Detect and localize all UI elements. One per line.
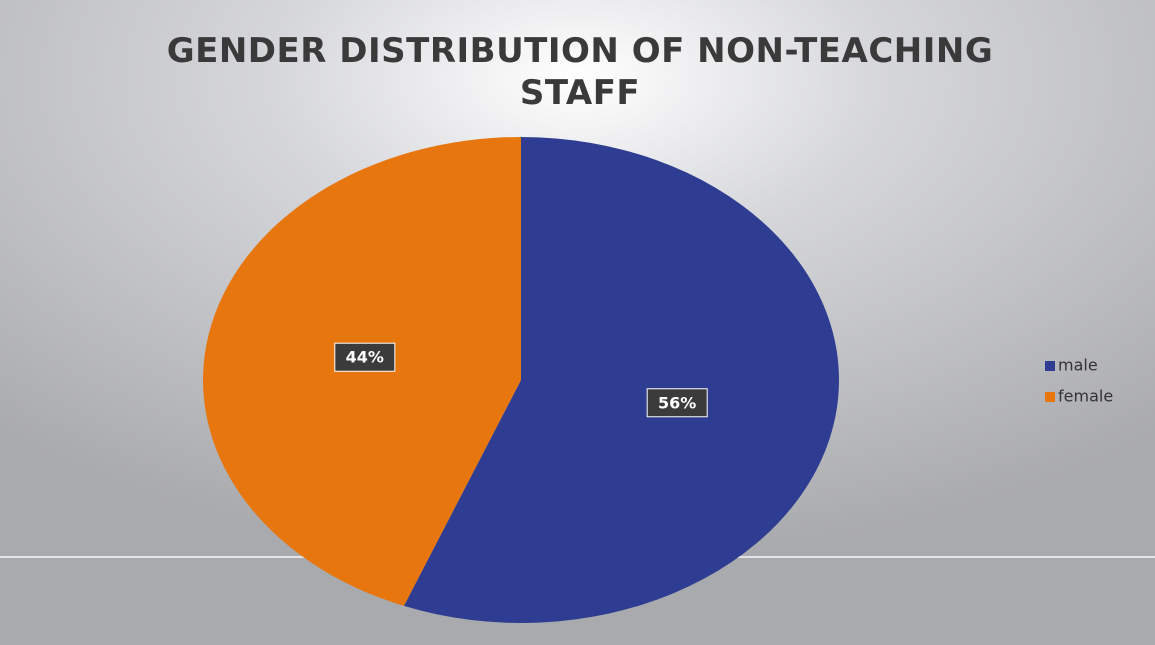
- data-label-box: [646, 388, 708, 418]
- data-label-box: [334, 342, 396, 372]
- legend-swatch: [1045, 392, 1055, 402]
- legend-swatch: [1045, 361, 1055, 371]
- legend-label: male: [1058, 356, 1098, 375]
- legend-label: female: [1058, 387, 1113, 406]
- data-label: 56%: [658, 393, 696, 412]
- chart-title: GENDER DISTRIBUTION OF NON-TEACHING STAF…: [166, 31, 994, 113]
- data-label-group: 44%: [334, 342, 396, 372]
- data-label: 44%: [346, 348, 384, 367]
- data-label-group: 56%: [646, 388, 708, 418]
- pie-slice: [403, 137, 839, 623]
